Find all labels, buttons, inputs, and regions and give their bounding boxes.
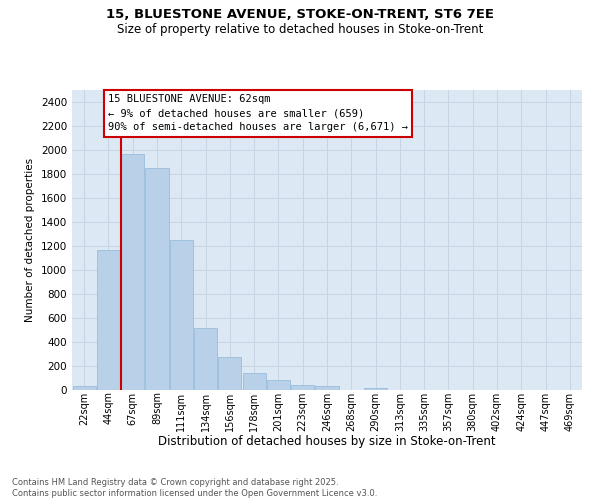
Bar <box>316 386 338 390</box>
Bar <box>170 240 193 390</box>
Bar <box>267 380 290 390</box>
Text: Distribution of detached houses by size in Stoke-on-Trent: Distribution of detached houses by size … <box>158 435 496 448</box>
Text: 15 BLUESTONE AVENUE: 62sqm
← 9% of detached houses are smaller (659)
90% of semi: 15 BLUESTONE AVENUE: 62sqm ← 9% of detac… <box>108 94 408 132</box>
Bar <box>242 372 266 390</box>
Bar <box>194 328 217 390</box>
Bar <box>364 388 387 390</box>
Text: Contains HM Land Registry data © Crown copyright and database right 2025.
Contai: Contains HM Land Registry data © Crown c… <box>12 478 377 498</box>
Bar <box>218 357 241 390</box>
Bar <box>121 154 144 390</box>
Text: 15, BLUESTONE AVENUE, STOKE-ON-TRENT, ST6 7EE: 15, BLUESTONE AVENUE, STOKE-ON-TRENT, ST… <box>106 8 494 20</box>
Bar <box>73 386 95 390</box>
Bar <box>145 168 169 390</box>
Bar <box>97 250 120 390</box>
Text: Size of property relative to detached houses in Stoke-on-Trent: Size of property relative to detached ho… <box>117 22 483 36</box>
Bar <box>291 385 314 390</box>
Y-axis label: Number of detached properties: Number of detached properties <box>25 158 35 322</box>
